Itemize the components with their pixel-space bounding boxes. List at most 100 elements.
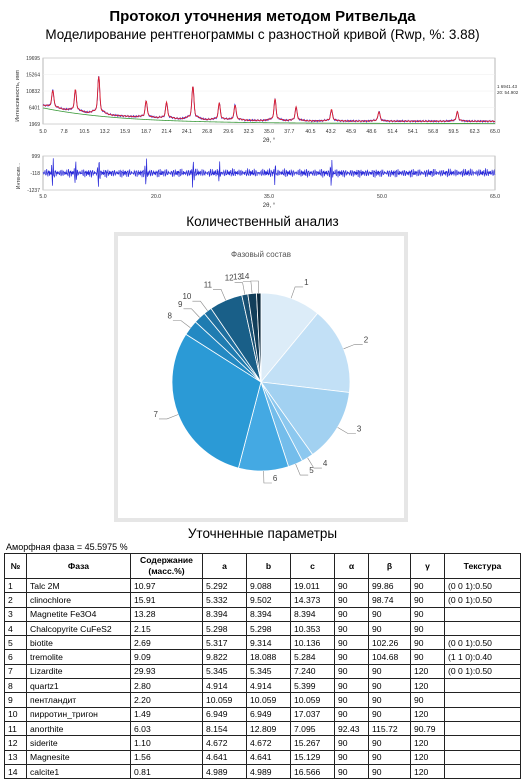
table-cell: 19.011 <box>290 577 335 594</box>
xrd-xlabel: 2θ, ° <box>263 138 276 144</box>
amorphous-phase: Аморфная фаза = 45.5975 % <box>6 542 128 552</box>
table-cell: 120 <box>410 678 445 694</box>
table-cell: 4.914 <box>246 678 291 694</box>
table-cell: 1.49 <box>130 706 203 722</box>
column-header: c <box>290 553 335 579</box>
table-cell: 90 <box>334 692 369 708</box>
table-cell: 90 <box>410 606 445 622</box>
table-cell <box>444 706 521 722</box>
table-cell: 4 <box>4 620 27 637</box>
diff-xlabel: 2θ, ° <box>263 203 276 209</box>
table-cell: 4.672 <box>246 735 291 751</box>
table-cell: 7.240 <box>290 663 335 680</box>
table-cell: 1 <box>4 577 27 594</box>
table-row: 1 Talc 2M 10.97 5.292 9.088 19.011 90 99.86 90 (0… <box>4 577 521 594</box>
table-cell: 120 <box>410 706 445 722</box>
table-cell <box>444 678 521 694</box>
table-cell: 90 <box>334 663 369 680</box>
table-cell: 8.154 <box>202 720 247 737</box>
table-cell: Lizardite <box>26 663 131 680</box>
xrd-xtick-label: 26.8 <box>202 129 212 135</box>
table-cell: 90 <box>410 692 445 708</box>
table-cell: 120 <box>410 663 445 680</box>
table-cell: 10.059 <box>246 692 291 708</box>
xrd-xtick-label: 51.4 <box>387 129 397 135</box>
pie-leader-line <box>307 457 322 469</box>
xrd-xtick-label: 62.3 <box>470 129 480 135</box>
xrd-xtick-label: 56.8 <box>428 129 438 135</box>
table-cell: пентландит <box>26 692 131 708</box>
table-cell: 90 <box>334 649 369 665</box>
table-cell: 5.332 <box>202 592 247 608</box>
table-cell: 2.15 <box>130 620 203 637</box>
table-cell: 10 <box>4 706 27 722</box>
table-cell: 9.314 <box>246 635 291 651</box>
diff-xtick-label: 5.0 <box>39 194 46 200</box>
table-cell: 14.373 <box>290 592 335 608</box>
table-row: 6 tremolite 9.09 9.822 18.088 5.284 90 104.68 90… <box>4 649 521 665</box>
table-cell: siderite <box>26 735 131 751</box>
column-header: № <box>4 553 27 579</box>
table-cell <box>444 720 521 737</box>
table-cell: 90 <box>334 678 369 694</box>
xrd-calculated-curve <box>42 76 496 123</box>
table-cell: 29.93 <box>130 663 203 680</box>
xrd-xtick-label: 15.9 <box>120 129 130 135</box>
pie-title: Фазовый состав <box>231 250 291 259</box>
table-cell: 8.394 <box>246 606 291 622</box>
table-cell: 10.353 <box>290 620 335 637</box>
table-cell: 4.641 <box>246 749 291 765</box>
table-cell: 15.129 <box>290 749 335 765</box>
table-row: 13 Magnesite 1.56 4.641 4.641 15.129 90 90 120 <box>4 749 521 765</box>
table-row: 9 пентландит 2.20 10.059 10.059 10.059 90 90 90 <box>4 692 521 708</box>
table-cell: 5.284 <box>290 649 335 665</box>
column-header: Содержание (масс.%) <box>130 553 203 579</box>
xrd-xtick-label: 65.0 <box>490 129 500 135</box>
pie-leader-line <box>343 344 363 350</box>
pie-label-8: 8 <box>167 312 172 321</box>
table-cell: 4.672 <box>202 735 247 751</box>
table-cell: 90 <box>368 749 411 765</box>
table-cell: 90 <box>368 692 411 708</box>
table-cell: 90 <box>368 620 411 637</box>
refined-params-table: № Фаза Содержание (масс.%) a b c α β γ Текстура 1… <box>4 553 521 779</box>
column-header: β <box>368 553 411 579</box>
xrd-xtick-label: 24.1 <box>182 129 192 135</box>
table-cell: quartz1 <box>26 678 131 694</box>
xrd-side-label-1: 1 6941.43 <box>497 84 518 89</box>
xrd-xtick-label: 21.4 <box>161 129 171 135</box>
table-cell: 90 <box>334 735 369 751</box>
pie-leader-line <box>290 286 304 299</box>
table-cell: 17.037 <box>290 706 335 722</box>
xrd-xtick-label: 48.6 <box>366 129 376 135</box>
table-cell: 8 <box>4 678 27 694</box>
diff-ytick-label: 999 <box>32 154 41 160</box>
table-row: 10 пирротин_тригон 1.49 6.949 6.949 17.037 90 9… <box>4 706 521 722</box>
table-cell: 6.949 <box>202 706 247 722</box>
xrd-xtick-label: 13.2 <box>100 129 110 135</box>
table-cell: пирротин_тригон <box>26 706 131 722</box>
table-cell: 5.399 <box>290 678 335 694</box>
table-cell: 90 <box>368 735 411 751</box>
table-row: 2 clinochlore 15.91 5.332 9.502 14.373 90 98.74… <box>4 592 521 608</box>
table-cell: 12.809 <box>246 720 291 737</box>
table-cell: 90 <box>334 606 369 622</box>
table-cell: 5.317 <box>202 635 247 651</box>
table-cell: 90 <box>334 749 369 765</box>
pie-label-4: 4 <box>323 459 328 468</box>
table-cell: 92.43 <box>334 720 369 737</box>
table-cell: 15.91 <box>130 592 203 608</box>
xrd-xtick-label: 29.6 <box>223 129 233 135</box>
table-cell: 4.914 <box>202 678 247 694</box>
diff-ytick-label: -1237 <box>27 188 40 194</box>
xrd-xtick-label: 54.1 <box>408 129 418 135</box>
table-cell: (1 1 0):0.40 <box>444 649 521 665</box>
table-row: 8 quartz1 2.80 4.914 4.914 5.399 90 90 120 <box>4 678 521 694</box>
table-cell: 5 <box>4 635 27 651</box>
table-cell: 90 <box>368 663 411 680</box>
pie-leader-line <box>337 427 356 434</box>
table-cell: 90 <box>334 763 369 779</box>
table-cell: 90 <box>334 635 369 651</box>
column-header: Текстура <box>444 553 521 579</box>
